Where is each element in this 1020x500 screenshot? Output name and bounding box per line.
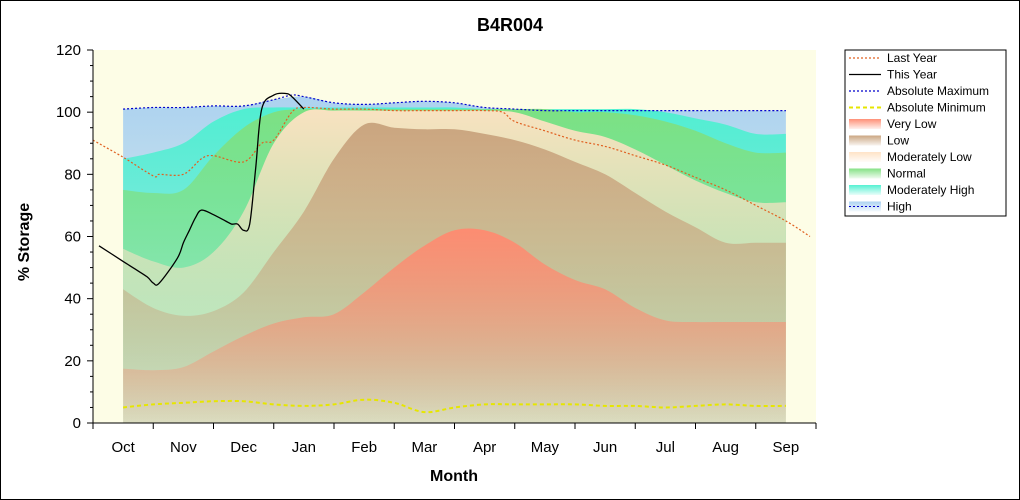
- y-tick-label: 40: [64, 291, 81, 308]
- x-tick-label: Aug: [712, 439, 739, 456]
- x-tick-label: Nov: [170, 439, 197, 456]
- axes: 0 20 40 60 80 100 120 Oct Nov Dec Jan Feb Mar Apr May J…: [56, 42, 817, 456]
- legend-swatch: [849, 185, 881, 195]
- y-tick-label: 60: [64, 229, 81, 246]
- legend-swatch: [849, 119, 881, 129]
- legend-label: Moderately High: [887, 183, 974, 197]
- x-tick-label: Apr: [473, 439, 496, 456]
- x-tick-label: Dec: [230, 439, 257, 456]
- legend-entry-absolute-minimum: Absolute Minimum: [849, 101, 986, 115]
- legend-label: Moderately Low: [887, 150, 972, 164]
- x-tick-label: Jul: [656, 439, 675, 456]
- legend-label: Low: [887, 134, 909, 148]
- y-tick-label: 0: [73, 415, 81, 432]
- y-tick-label: 20: [64, 353, 81, 370]
- y-tick-label: 120: [56, 42, 81, 59]
- legend-entry-normal: Normal: [849, 167, 926, 181]
- legend-label: Absolute Minimum: [887, 101, 986, 115]
- legend-label: Normal: [887, 167, 926, 181]
- legend-entry-this-year: This Year: [849, 68, 937, 82]
- series-last-year: [92, 106, 811, 238]
- legend-entry-moderately-low: Moderately Low: [849, 150, 972, 164]
- band-very-low: [123, 228, 786, 423]
- legend-swatch: [849, 168, 881, 179]
- chart-title: B4R004: [477, 15, 543, 35]
- legend-swatch: [849, 152, 881, 162]
- legend-entry-last-year: Last Year: [849, 51, 937, 65]
- y-tick-label: 100: [56, 104, 81, 121]
- legend-entry-very-low: Very Low: [849, 117, 937, 131]
- legend-label: Last Year: [887, 51, 937, 65]
- x-tick-label: Feb: [351, 439, 377, 456]
- x-tick-label: Mar: [411, 439, 437, 456]
- y-tick-label: 80: [64, 166, 81, 183]
- series-absolute-minimum: [122, 398, 786, 414]
- series-layer: [92, 92, 811, 414]
- legend: Last Year This Year Absolute Maximum Absolu…: [844, 49, 1007, 217]
- x-tick-label: Jun: [593, 439, 617, 456]
- legend-label: High: [887, 200, 912, 214]
- y-axis-label: % Storage: [16, 203, 33, 281]
- legend-label: Very Low: [887, 117, 937, 131]
- legend-entry-moderately-high: Moderately High: [849, 183, 974, 197]
- series-this-year: [98, 92, 305, 286]
- x-tick-label: Jan: [292, 439, 316, 456]
- legend-entry-high: High: [849, 200, 912, 214]
- band-layer: [123, 96, 786, 424]
- legend-entry-low: Low: [849, 134, 909, 148]
- x-axis-label: Month: [430, 468, 478, 485]
- x-tick-label: May: [531, 439, 560, 456]
- legend-entry-absolute-maximum: Absolute Maximum: [849, 84, 989, 98]
- legend-swatch: [849, 135, 881, 146]
- x-tick-label: Oct: [111, 439, 135, 456]
- legend-label: Absolute Maximum: [887, 84, 989, 98]
- legend-label: This Year: [887, 68, 937, 82]
- x-tick-label: Sep: [773, 439, 800, 456]
